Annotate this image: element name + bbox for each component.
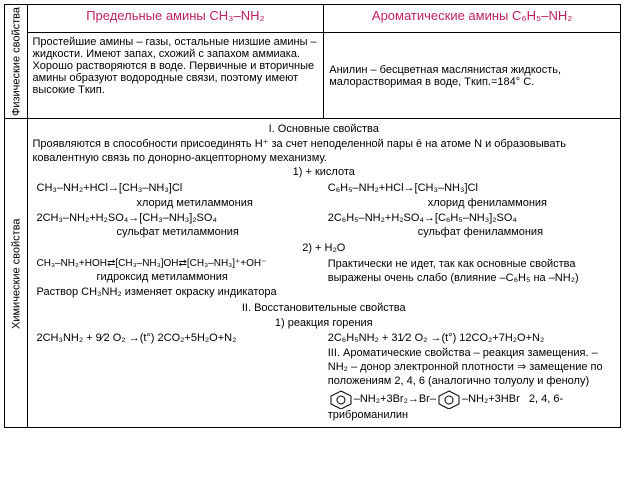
phys-right: Анилин – бесцветная маслянистая жидкость… [324,33,621,119]
eq-ch3-hcl: CH₃–NH₂+HCl→[CH₃–NH₃]Cl [37,182,320,196]
eq-comb-left: 2CH₃NH₂ + 9⁄2 O₂ →(t°) 2CO₂+5H₂O+N₂ [37,332,320,346]
phys-left: Простейшие амины – газы, остальные низши… [27,33,324,119]
note-indicator: Раствор CH₃NH₂ изменяет окраску индикато… [37,286,320,300]
benzene-ring-icon [328,389,354,409]
sec2-title: II. Восстановительные свойства [33,302,616,316]
cap-metil-cl: хлорид метиламмония [137,197,320,211]
sec1-intro: Проявляются в способности присоединять H… [33,138,616,166]
sidebar-chem: Химические свойства [5,119,28,428]
cap-fenil-cl: хлорид фениламмония [428,197,611,211]
sidebar-phys: Физические свойства [5,5,28,119]
chem-cell: I. Основные свойства Проявляются в спосо… [27,119,621,428]
block-combustion: 2CH₃NH₂ + 9⁄2 O₂ →(t°) 2CO₂+5H₂O+N₂ 2C₆H… [33,331,616,424]
eq-ch3-h2o: CH₃–NH₂+HOH⇄[CH₃–NH₃]OH⇄[CH₃–NH₃]⁺+OH⁻ [37,258,320,271]
phys-row: Простейшие амины – газы, остальные низши… [5,33,621,119]
cap-fenil-so4: сульфат фениламмония [418,226,611,240]
sec1-title: I. Основные свойства [33,123,616,137]
cap-metil-so4: сульфат метиламмония [117,226,320,240]
eq-c6h5-h2so4: 2C₆H₅–NH₂+H₂SO₄→[C₆H₅–NH₃]₂SO₄ [328,212,611,226]
header-left: Предельные амины CH₃–NH₂ [27,5,324,33]
note-aniline-water: Практически не идет, так как основные св… [328,258,611,286]
sec3-text: III. Ароматические свойства – реакция за… [328,347,611,388]
amines-table: Физические свойства Предельные амины CH₃… [4,4,621,428]
chem-row: Химические свойства I. Основные свойства… [5,119,621,428]
header-row: Физические свойства Предельные амины CH₃… [5,5,621,33]
benzene-ring-icon [436,389,462,409]
sub1: 1) + кислота [33,166,616,180]
block-water: CH₃–NH₂+HOH⇄[CH₃–NH₃]OH⇄[CH₃–NH₃]⁺+OH⁻ г… [33,257,616,301]
eq-ch3-h2so4: 2CH₃–NH₂+H₂SO₄→[CH₃–NH₃]₂SO₄ [37,212,320,226]
block-acid: CH₃–NH₂+HCl→[CH₃–NH₃]Cl хлорид метиламмо… [33,181,616,241]
eq-c6h5-hcl: C₆H₅–NH₂+HCl→[CH₃–NH₃]Cl [328,182,611,196]
sec2-sub: 1) реакция горения [33,317,616,331]
eq-bromination: –NH₂+3Br₂→Br– –NH₂+3HBr 2, 4, 6-триброма… [328,389,611,423]
cap-hydroxide: гидроксид метиламмония [97,271,320,285]
eq-comb-right: 2C₆H₅NH₂ + 31⁄2 O₂ →(t°) 12CO₂+7H₂O+N₂ [328,332,611,346]
sub2: 2) + H₂O [33,242,616,256]
header-right: Ароматические амины C₆H₅–NH₂ [324,5,621,33]
